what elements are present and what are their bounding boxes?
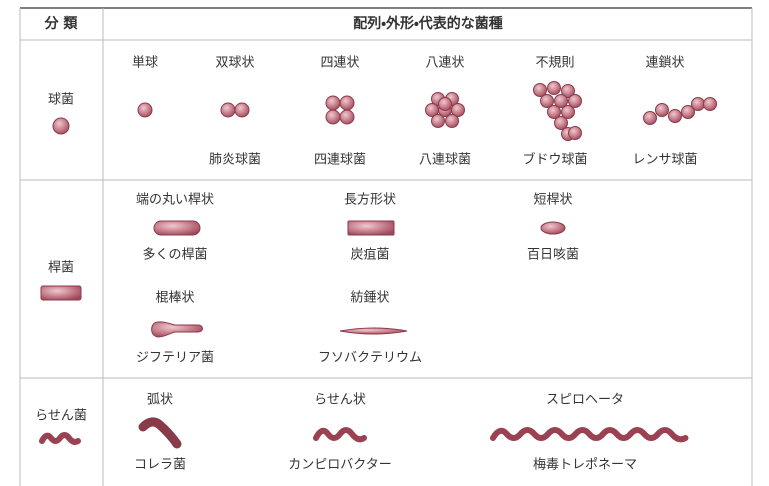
example-name: 炭疽菌 [350,247,389,263]
coccus [681,105,695,119]
header-description: 配列・外形・代表的な菌種 [353,15,503,32]
shape-name: 端の丸い桿状 [136,193,214,208]
coccus [339,95,355,111]
shape-name: 弧状 [147,393,173,408]
example-name: 多くの桿菌 [142,248,207,263]
coccus [438,97,452,111]
coccus [431,114,445,128]
coccus [234,102,250,118]
group-label: 球菌 [48,93,74,108]
shape-name: 長方形状 [344,192,396,208]
example-name: 百日咳菌 [527,248,579,263]
coccus [655,103,669,117]
coccus [554,116,568,130]
example-name: カンピロバクター [288,458,391,473]
shape-name: 連鎖状 [645,56,684,71]
shapes [39,81,717,449]
coccus [703,97,717,111]
shape-name: 棍棒状 [155,290,194,306]
shape-name: 紡錘状 [350,291,389,306]
example-name: 梅毒トレポネーマ [533,458,637,473]
spiral [490,427,689,443]
coccus [137,102,153,118]
coccus [445,114,459,128]
coccus [325,95,341,111]
coccus [547,105,561,119]
coccus [568,126,582,140]
coccus [451,103,465,117]
shape-name: 四連状 [320,56,359,71]
coccus [568,94,582,108]
example-name: ブドウ球菌 [522,152,587,168]
example-name: フソバクテリウム [318,351,422,366]
spiral [39,432,81,445]
group-label: 桿菌 [48,261,74,276]
header-category: 分 類 [44,16,79,32]
example-name: レンサ球菌 [632,153,697,168]
shape-name: スピロヘータ [546,393,624,408]
example-name: 四連球菌 [314,153,366,168]
coccus [547,81,561,95]
shape-name: 単球 [132,55,158,71]
spiral [313,427,367,443]
example-name: 肺炎球菌 [209,153,261,168]
example-name: コレラ菌 [134,458,186,473]
coccus [691,97,705,111]
coccus [533,83,547,97]
group-label: らせん菌 [35,409,87,424]
shape-name: らせん状 [314,393,366,408]
shape-name: 不規則 [535,56,574,71]
coccus [540,94,554,108]
coccus [339,109,355,125]
shape-name: 双球状 [215,56,254,71]
coccus [220,102,236,118]
shape-name: 八連状 [425,56,464,71]
coccus [561,84,575,98]
shape-name: 短桿状 [533,193,572,208]
coccus [668,109,682,123]
coccus [561,105,575,119]
coccus [554,94,568,108]
coccus [643,111,657,125]
example-name: ジフテリア菌 [136,351,214,366]
example-name: 八連球菌 [419,153,471,168]
table-grid [19,7,753,486]
coccus [325,109,341,125]
